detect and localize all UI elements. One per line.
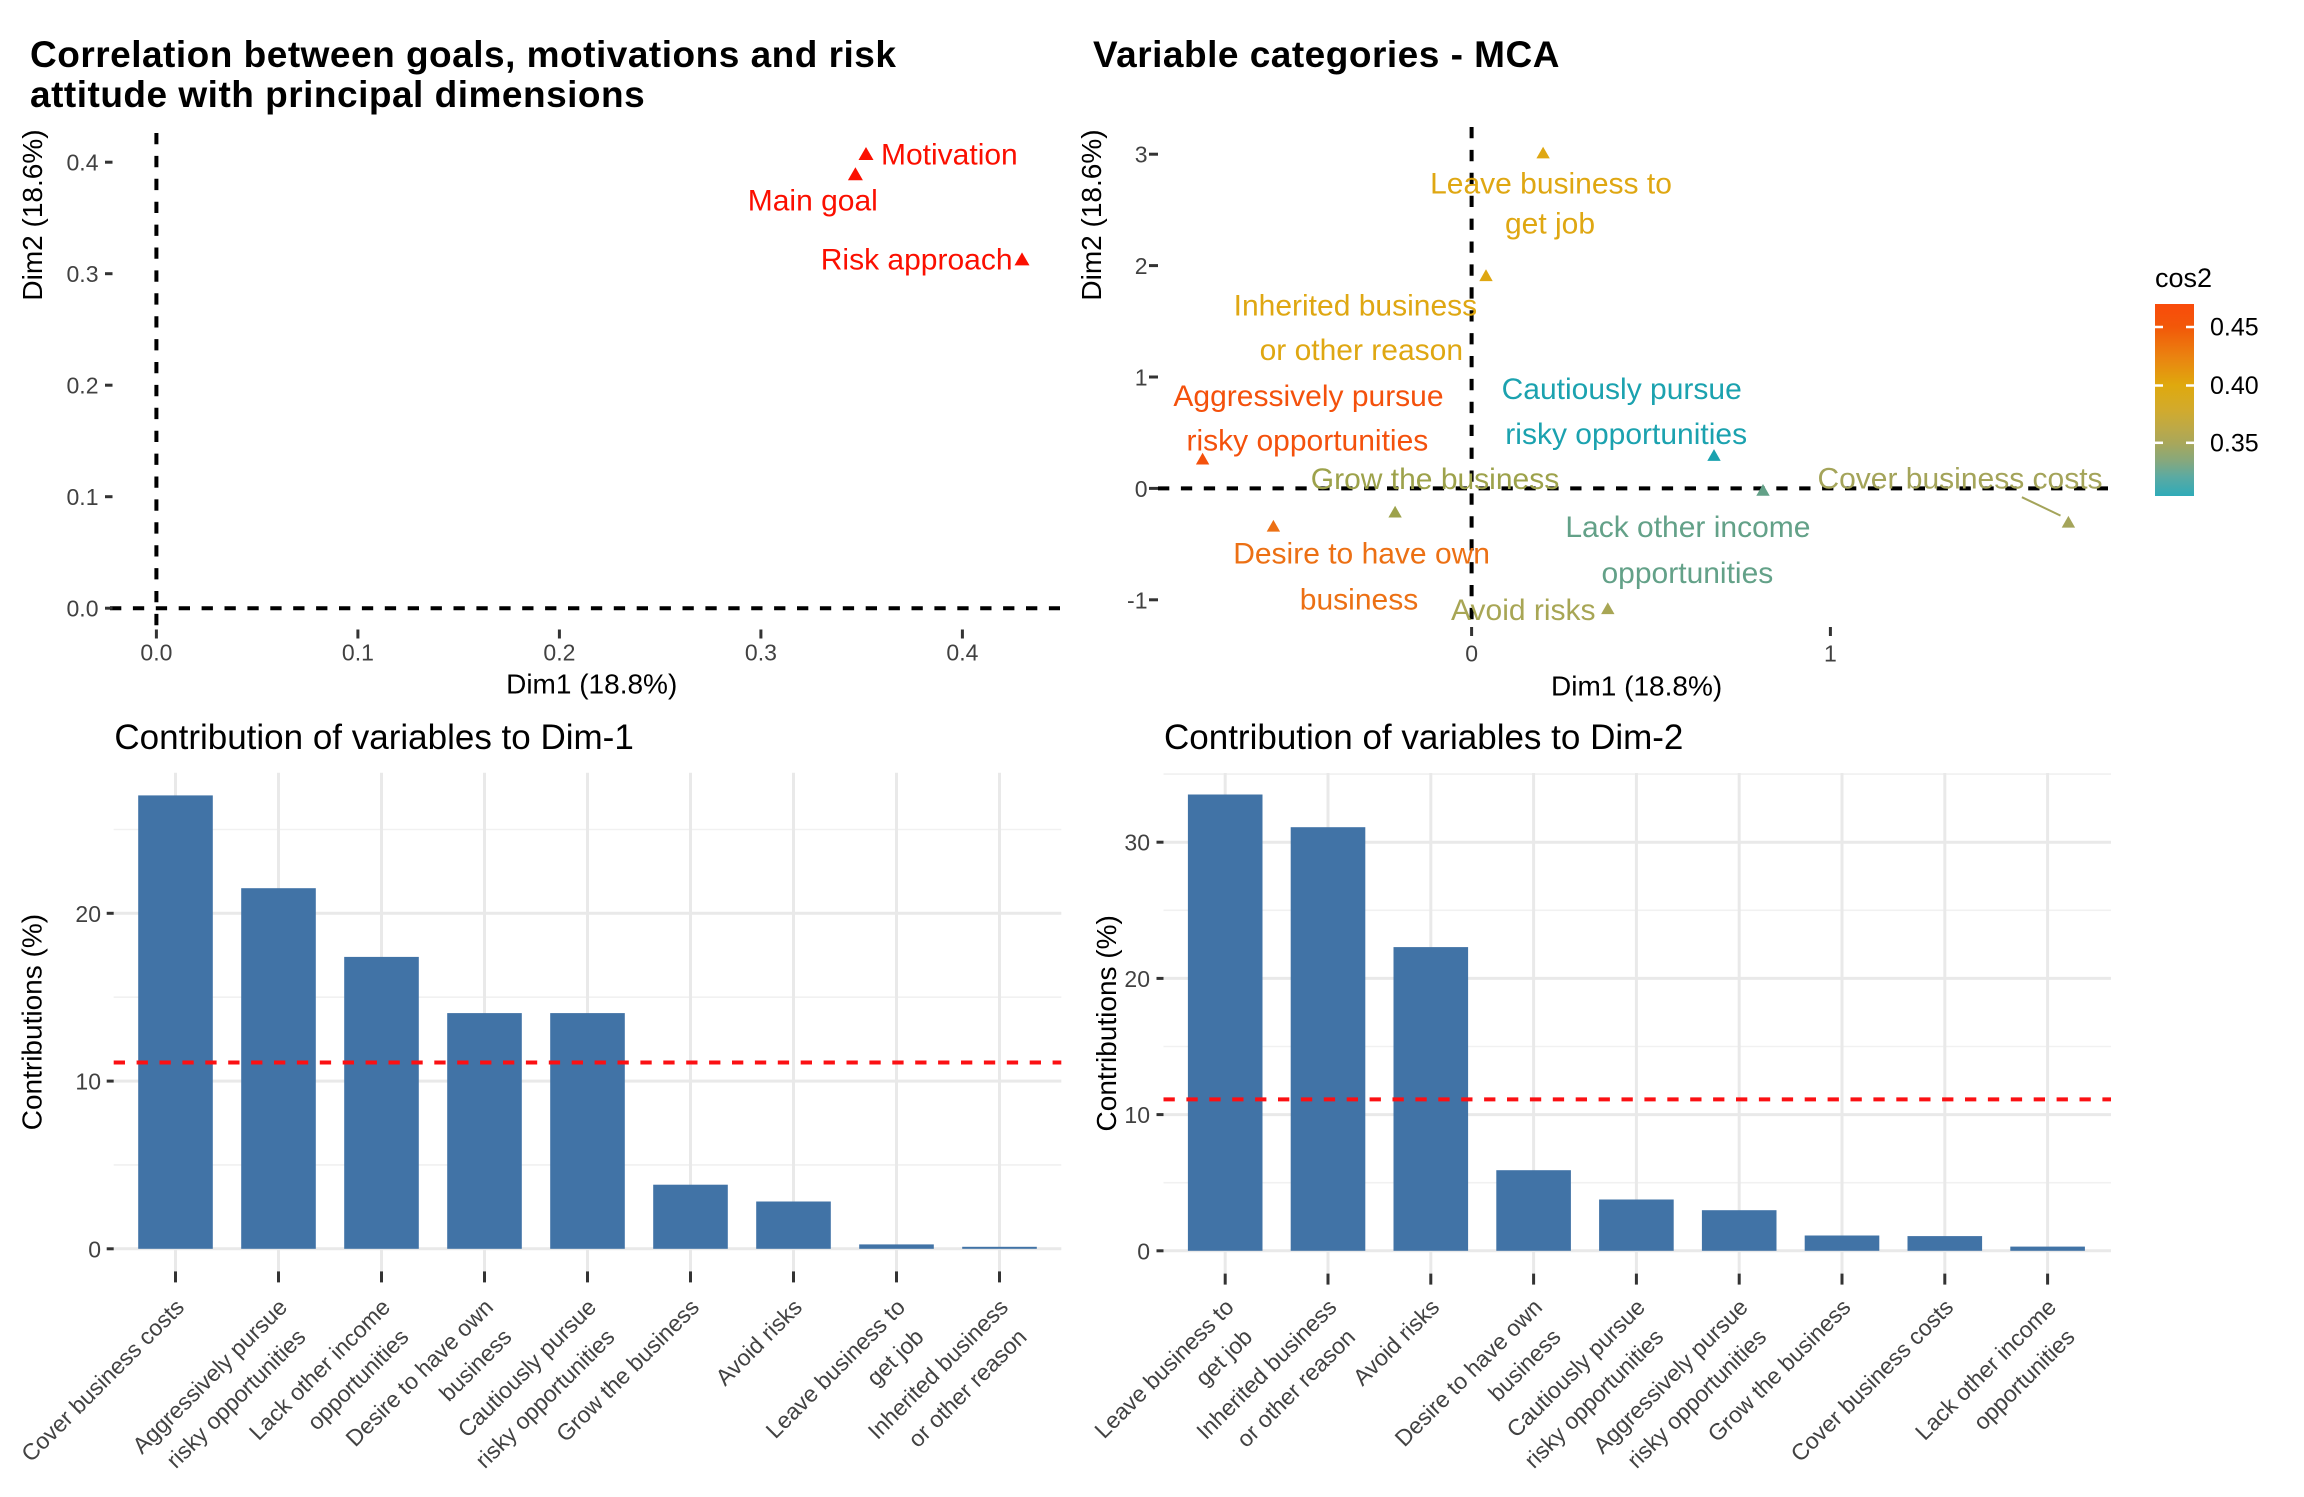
svg-text:get job: get job: [1505, 208, 1595, 241]
svg-text:Motivation: Motivation: [881, 138, 1018, 171]
svg-text:20: 20: [75, 901, 101, 927]
svg-text:Avoid risks: Avoid risks: [1451, 594, 1596, 627]
svg-text:Main goal: Main goal: [748, 185, 878, 218]
svg-text:0: 0: [88, 1236, 101, 1262]
svg-text:0.0: 0.0: [67, 596, 99, 622]
svg-text:0: 0: [1465, 641, 1478, 667]
svg-text:0.4: 0.4: [67, 150, 99, 176]
svg-text:0.0: 0.0: [140, 640, 172, 666]
svg-text:Dim2 (18.6%): Dim2 (18.6%): [17, 129, 48, 300]
svg-text:Risk approach: Risk approach: [821, 244, 1013, 277]
svg-text:30: 30: [1124, 830, 1150, 856]
svg-text:risky opportunities: risky opportunities: [1187, 425, 1429, 458]
svg-text:0.3: 0.3: [745, 640, 777, 666]
svg-text:1: 1: [1135, 365, 1148, 391]
svg-text:Grow the business: Grow the business: [1311, 463, 1559, 496]
svg-text:20: 20: [1124, 966, 1150, 992]
svg-text:-1: -1: [1127, 587, 1147, 613]
svg-text:Dim1 (18.8%): Dim1 (18.8%): [506, 669, 677, 700]
svg-text:Desire to have own: Desire to have own: [1233, 537, 1490, 570]
svg-text:Cautiously pursue: Cautiously pursue: [1502, 373, 1742, 406]
svg-text:risky opportunities: risky opportunities: [1505, 418, 1747, 451]
svg-text:Correlation between goals, mot: Correlation between goals, motivations a…: [30, 34, 896, 75]
svg-text:0.4: 0.4: [946, 640, 978, 666]
svg-text:0.1: 0.1: [342, 640, 374, 666]
svg-text:attitude with principal dimens: attitude with principal dimensions: [30, 74, 645, 115]
svg-text:0.3: 0.3: [67, 261, 99, 287]
svg-text:Dim1 (18.8%): Dim1 (18.8%): [1551, 671, 1722, 702]
svg-text:2: 2: [1135, 253, 1148, 279]
svg-text:0: 0: [1135, 476, 1148, 502]
svg-text:Cover business costs: Cover business costs: [1817, 462, 2102, 495]
svg-text:3: 3: [1135, 142, 1148, 168]
svg-text:Lack other income: Lack other income: [1565, 511, 1810, 544]
svg-text:Leave business to: Leave business to: [1430, 167, 1672, 200]
svg-text:Aggressively pursue: Aggressively pursue: [1173, 380, 1443, 413]
svg-text:0.35: 0.35: [2210, 429, 2259, 457]
svg-text:cos2: cos2: [2155, 263, 2212, 293]
svg-text:Contribution of variables to D: Contribution of variables to Dim-1: [114, 718, 633, 757]
svg-text:Inherited business: Inherited business: [1234, 290, 1478, 323]
svg-text:or other reason: or other reason: [1260, 334, 1463, 367]
svg-text:opportunities: opportunities: [1602, 557, 1774, 590]
svg-text:Dim2 (18.6%): Dim2 (18.6%): [1076, 129, 1107, 300]
svg-text:0.2: 0.2: [67, 373, 99, 399]
svg-text:10: 10: [1124, 1102, 1150, 1128]
svg-text:0.2: 0.2: [543, 640, 575, 666]
svg-text:0.1: 0.1: [67, 484, 99, 510]
svg-text:Contributions (%): Contributions (%): [17, 914, 48, 1130]
svg-text:Contributions (%): Contributions (%): [1091, 915, 1122, 1131]
svg-text:10: 10: [75, 1069, 101, 1095]
svg-text:Contribution of variables to D: Contribution of variables to Dim-2: [1164, 718, 1683, 757]
svg-text:Variable categories - MCA: Variable categories - MCA: [1093, 34, 1560, 75]
svg-text:business: business: [1300, 584, 1418, 617]
svg-text:0.45: 0.45: [2210, 314, 2259, 342]
svg-text:0.40: 0.40: [2210, 372, 2259, 400]
svg-text:1: 1: [1824, 641, 1837, 667]
svg-text:0: 0: [1137, 1238, 1150, 1264]
